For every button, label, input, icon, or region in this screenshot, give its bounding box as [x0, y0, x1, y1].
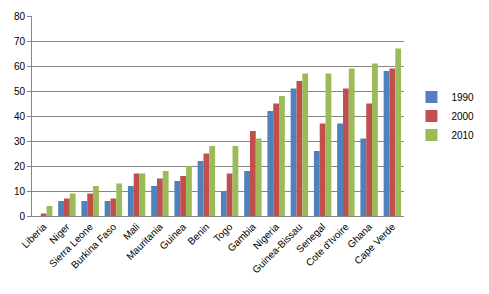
svg-text:Cape Verde: Cape Verde [352, 221, 397, 266]
svg-text:10: 10 [14, 186, 26, 197]
svg-text:Liberia: Liberia [20, 221, 49, 250]
svg-text:Mali: Mali [121, 221, 142, 242]
svg-text:50: 50 [14, 86, 26, 97]
svg-text:2000: 2000 [451, 111, 474, 122]
svg-text:2010: 2010 [451, 130, 474, 141]
svg-text:70: 70 [14, 36, 26, 47]
svg-text:30: 30 [14, 136, 26, 147]
svg-text:60: 60 [14, 61, 26, 72]
svg-text:1990: 1990 [451, 92, 474, 103]
svg-text:Niger: Niger [47, 221, 72, 246]
svg-text:Gambia: Gambia [225, 221, 258, 254]
svg-text:0: 0 [19, 211, 25, 222]
svg-text:Nigeria: Nigeria [251, 221, 281, 251]
svg-text:80: 80 [14, 11, 26, 22]
svg-text:40: 40 [14, 111, 26, 122]
svg-text:Burkina Faso: Burkina Faso [69, 221, 119, 271]
svg-text:20: 20 [14, 161, 26, 172]
svg-text:Guinea-Bissau: Guinea-Bissau [250, 221, 304, 275]
svg-text:Sierra Leone: Sierra Leone [47, 221, 96, 270]
svg-text:Senegal: Senegal [294, 221, 328, 255]
svg-text:Togo: Togo [211, 221, 234, 244]
svg-text:Cote d'Ivoire: Cote d'Ivoire [304, 221, 352, 269]
svg-text:Mauritania: Mauritania [124, 221, 165, 262]
svg-text:Ghana: Ghana [345, 221, 374, 250]
svg-text:Benin: Benin [185, 221, 211, 247]
svg-text:Guinea: Guinea [157, 221, 188, 252]
